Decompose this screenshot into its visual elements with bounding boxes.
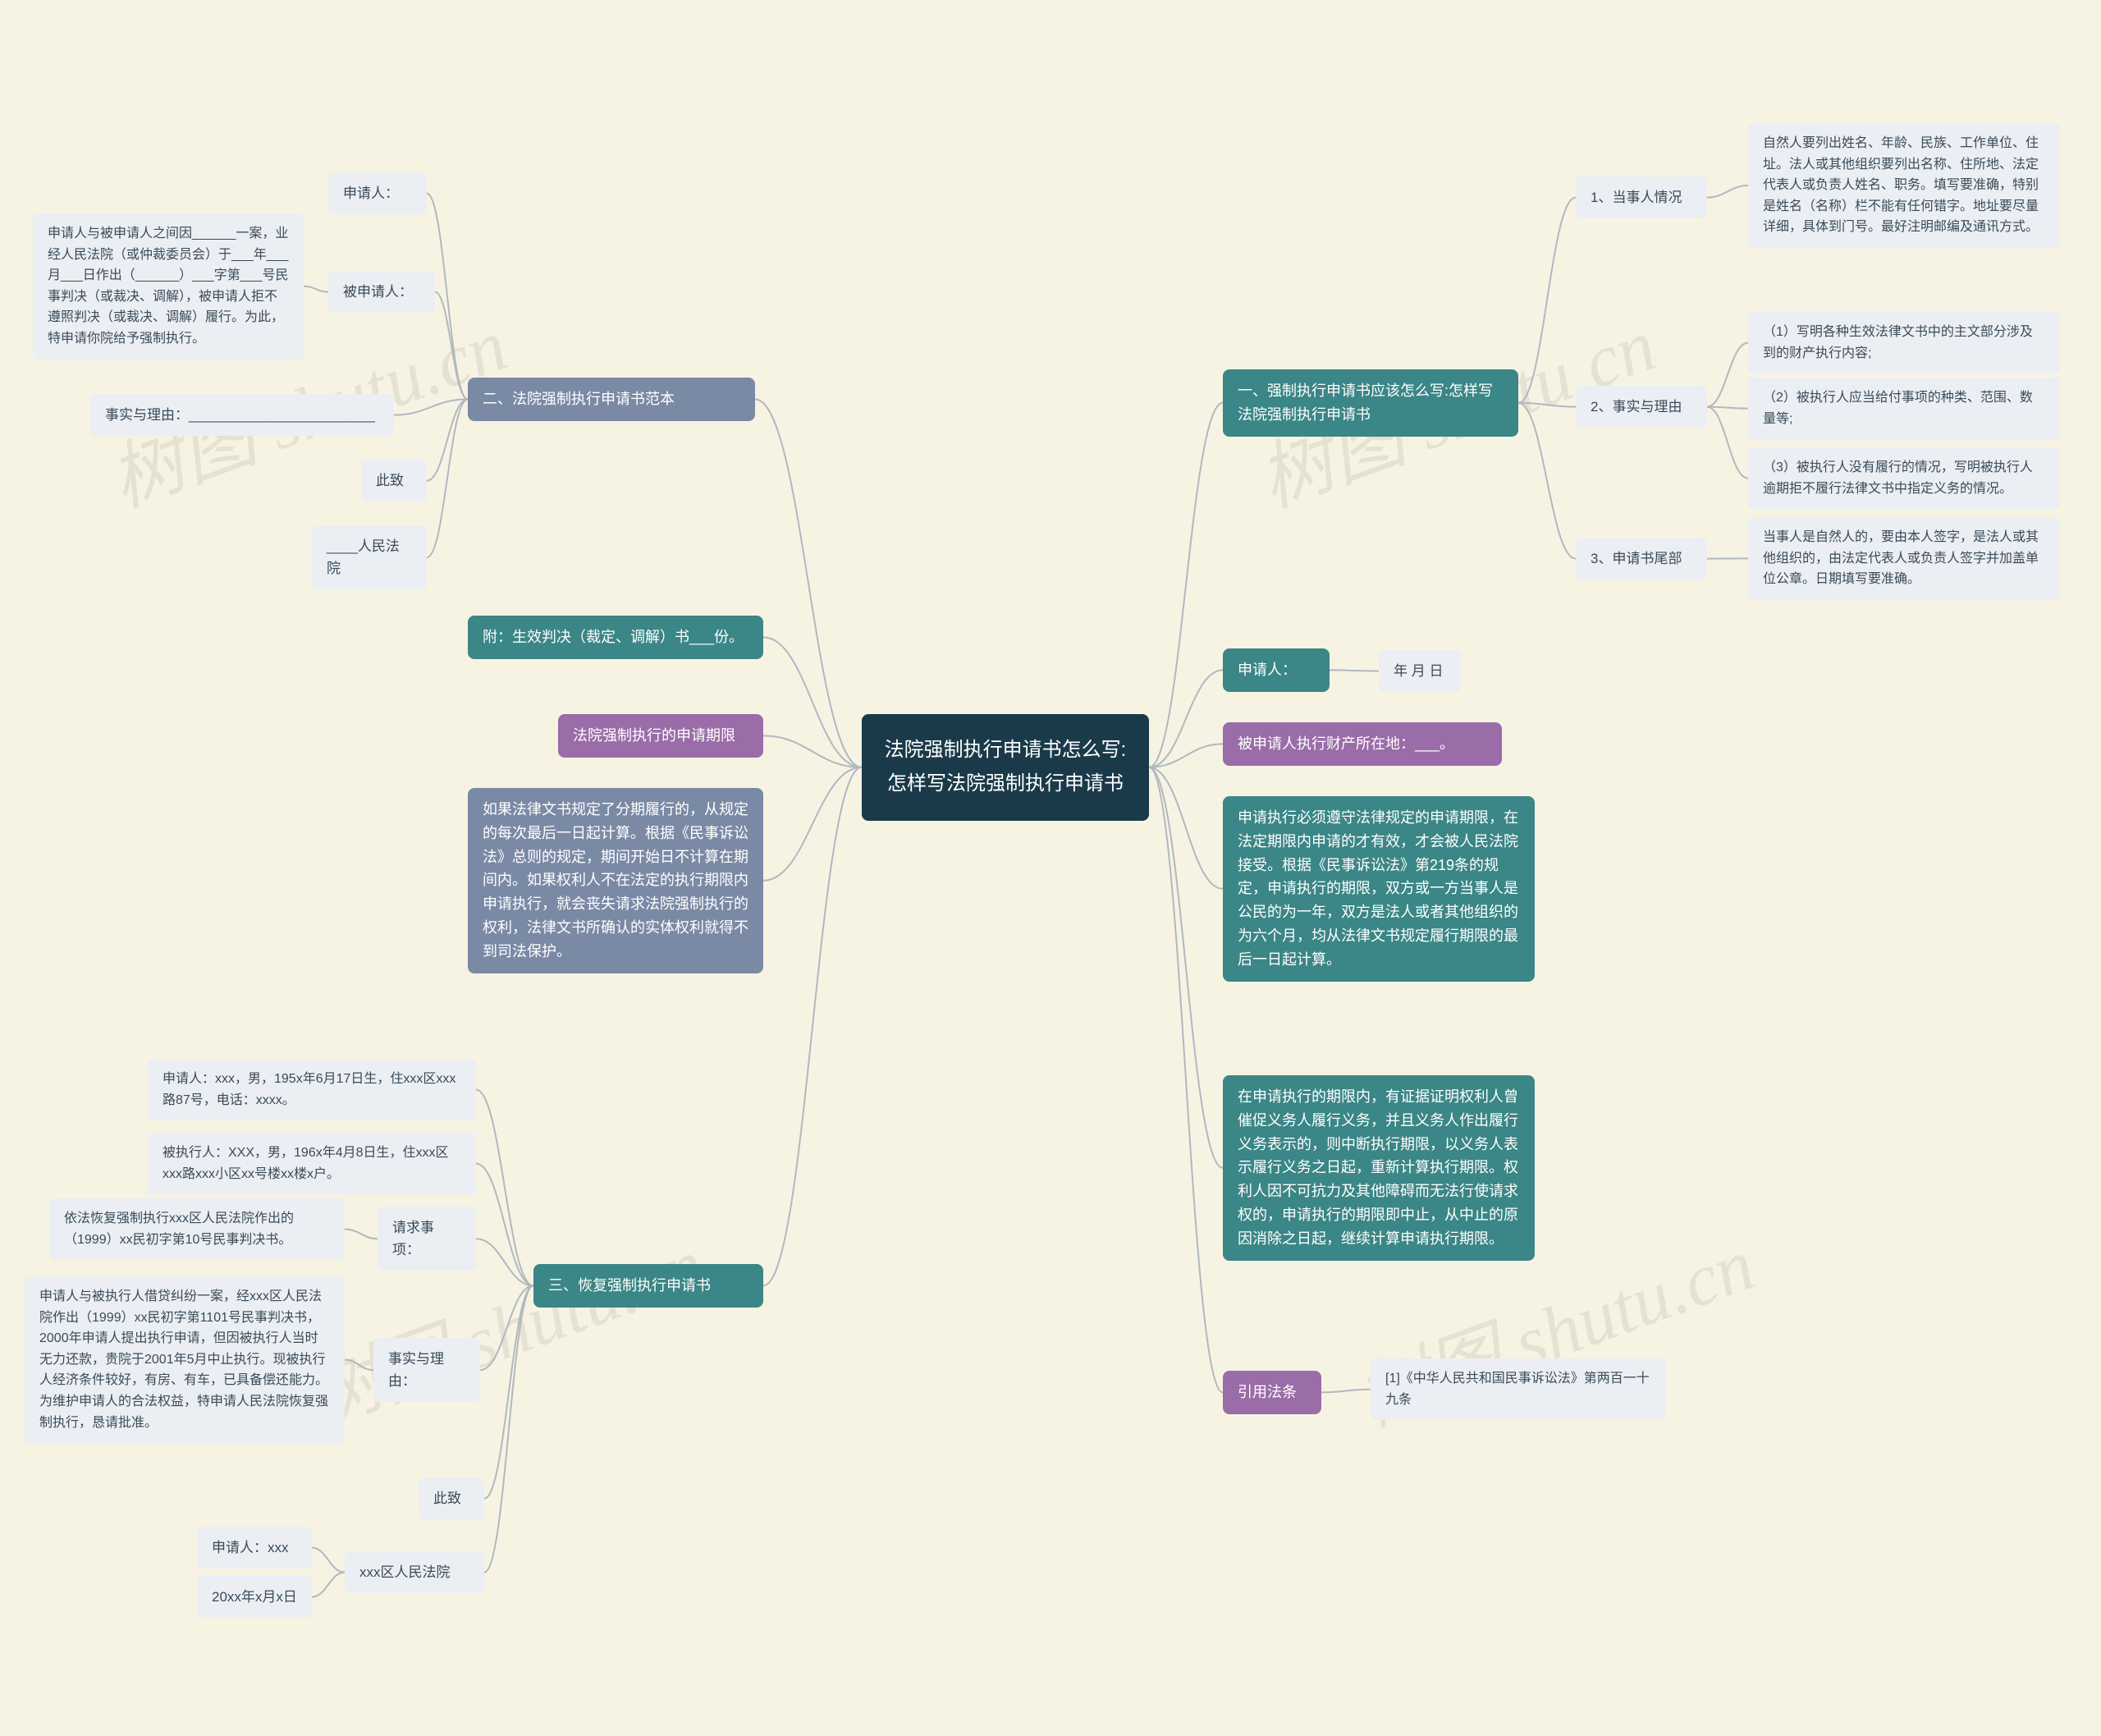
branch-reg-block: 如果法律文书规定了分期履行的，从规定的每次最后一日起计算。根据《民事诉讼法》总则… xyxy=(468,788,763,973)
template-respondent: 被申请人： xyxy=(328,271,435,313)
resume-facts-label: 事实与理由： xyxy=(373,1338,480,1402)
resume-applicant: 申请人：xxx，男，195x年6月17日生，住xxx区xxx路87号，电话：xx… xyxy=(148,1059,476,1120)
cite-detail: [1]《中华人民共和国民事诉讼法》第两百一十九条 xyxy=(1371,1358,1666,1420)
connector-layer xyxy=(0,0,2101,1736)
branch-respondent-property: 被申请人执行财产所在地：___。 xyxy=(1223,722,1502,766)
branch-resume: 三、恢复强制执行申请书 xyxy=(533,1264,763,1308)
branch-reg-title: 法院强制执行的申请期限 xyxy=(558,714,763,758)
branch-cite: 引用法条 xyxy=(1223,1371,1321,1414)
branch-template: 二、法院强制执行申请书范本 xyxy=(468,378,755,421)
branch-applicant: 申请人： xyxy=(1223,648,1330,692)
item-facts: 2、事实与理由 xyxy=(1576,386,1707,428)
resume-sign2: 20xx年x月x日 xyxy=(197,1576,312,1618)
resume-request-detail: 依法恢复强制执行xxx区人民法院作出的（1999）xx民初字第10号民事判决书。 xyxy=(49,1198,345,1260)
item-parties-detail: 自然人要列出姓名、年龄、民族、工作单位、住址。法人或其他组织要列出名称、住所地、… xyxy=(1748,123,2060,248)
template-applicant: 申请人： xyxy=(328,172,427,214)
template-respondent-detail: 申请人与被申请人之间因______一案，业经人民法院（或仲裁委员会）于___年_… xyxy=(33,213,304,360)
item-tail-detail: 当事人是自然人的，要由本人签字，是法人或其他组织的，由法定代表人或负责人签字并加… xyxy=(1748,517,2060,600)
applicant-date: 年 月 日 xyxy=(1379,650,1461,692)
item-parties: 1、当事人情况 xyxy=(1576,176,1707,218)
root-node: 法院强制执行申请书怎么写:怎样写法院强制执行申请书 xyxy=(862,714,1149,821)
resume-facts-detail: 申请人与被执行人借贷纠纷一案，经xxx区人民法院作出（1999）xx民初字第11… xyxy=(25,1276,345,1443)
template-cizhi: 此致 xyxy=(361,460,427,502)
resume-sign1: 申请人：xxx xyxy=(197,1527,312,1569)
item-facts-2: （2）被执行人应当给付事项的种类、范围、数量等; xyxy=(1748,378,2060,439)
branch-deadline: 申请执行必须遵守法律规定的申请期限，在法定期限内申请的才有效，才会被人民法院接受… xyxy=(1223,796,1535,982)
resume-executee: 被执行人：XXX，男，196x年4月8日生，住xxx区xxx路xxx小区xx号楼… xyxy=(148,1133,476,1194)
branch-how-to-write: 一、强制执行申请书应该怎么写:怎样写法院强制执行申请书 xyxy=(1223,369,1518,437)
resume-cizhi: 此致 xyxy=(419,1477,484,1519)
resume-request-label: 请求事项： xyxy=(378,1207,476,1271)
branch-attachment: 附：生效判决（裁定、调解）书___份。 xyxy=(468,616,763,659)
template-court: ____人民法院 xyxy=(312,525,427,589)
resume-court: xxx区人民法院 xyxy=(345,1551,484,1593)
branch-evidence: 在申请执行的期限内，有证据证明权利人曾催促义务人履行义务，并且义务人作出履行义务… xyxy=(1223,1075,1535,1261)
item-tail: 3、申请书尾部 xyxy=(1576,538,1707,579)
template-facts: 事实与理由：________________________ xyxy=(90,394,394,436)
item-facts-1: （1）写明各种生效法律文书中的主文部分涉及到的财产执行内容; xyxy=(1748,312,2060,373)
item-facts-3: （3）被执行人没有履行的情况，写明被执行人逾期拒不履行法律文书中指定义务的情况。 xyxy=(1748,447,2060,509)
